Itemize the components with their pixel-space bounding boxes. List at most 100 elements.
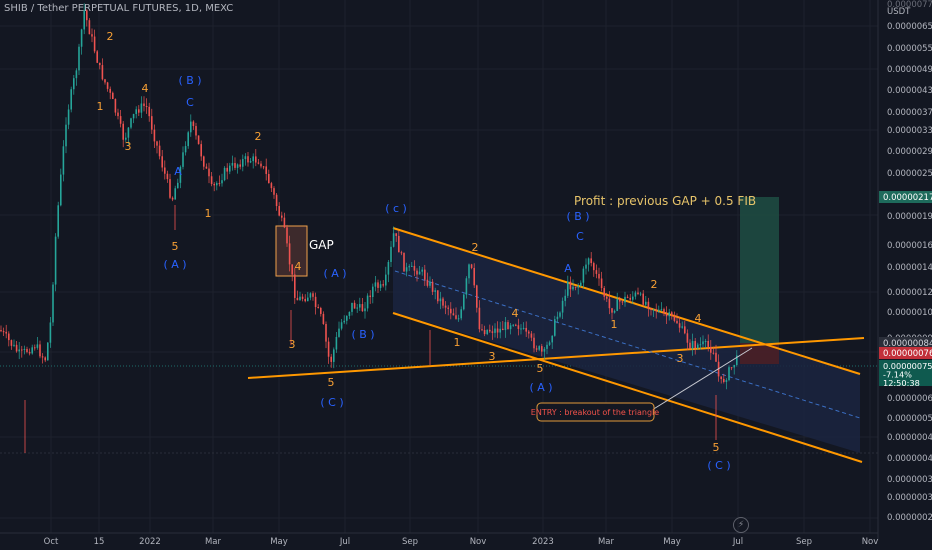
time-tick-label: 2022 [139,537,161,547]
candle-body [260,163,262,167]
candle-body [296,297,299,301]
candle-body [405,267,408,272]
wave-label: ( C ) [320,396,343,409]
candle-body [57,205,59,237]
loss-zone [740,343,779,364]
price-tick-label: 0.0000005400 [887,414,932,424]
candle-body [613,310,616,313]
candle-body [517,325,520,329]
candle-body [145,105,148,107]
candle-body [10,340,13,346]
candle-body [569,281,572,290]
channel-lines [247,227,865,463]
candle-body [223,167,226,181]
candle-body [2,331,5,333]
candle-body [234,163,236,168]
wave-label: 4 [695,312,702,325]
wave-label: 4 [512,307,519,320]
candle-body [62,146,65,175]
candle-body [411,265,413,267]
candle-body [221,180,223,184]
candle-body [520,328,522,330]
time-tick-label: May [663,537,681,547]
candle-body [0,330,2,332]
candle-body [660,309,663,311]
candle-body [114,99,117,113]
candle-body [151,116,153,130]
candle-body [52,284,54,323]
candle-body [559,312,561,317]
price-tick-label: 0.0000004200 [887,454,932,464]
candle-body [684,326,686,334]
candle-body [645,301,647,305]
candle-body [377,282,379,288]
wave-label: A [174,165,182,178]
candle-body [171,197,174,200]
time-tick-label: Jul [732,537,743,547]
candle-body [600,278,603,289]
last-price-text: -7.14% [883,370,912,380]
candle-body [67,109,70,125]
candle-body [239,164,241,167]
candle-body [226,167,228,172]
wave-label: 1 [454,336,461,349]
candle-body [673,315,676,321]
wave-label: 5 [537,362,544,375]
price-tick-label: 0.0000003300 [887,493,932,503]
candle-body [624,296,626,303]
candle-body [736,355,738,365]
triangle-fill [393,228,860,453]
candle-body [582,268,585,283]
candle-body [187,132,189,147]
wave-label: ( A ) [529,381,552,394]
candle-body [127,127,130,138]
target-price-badge [879,191,932,203]
candle-body [587,258,590,265]
candle-body [197,135,200,145]
candle-body [642,293,644,305]
candle-body [611,308,613,313]
candle-body [60,174,62,206]
candle-body [426,279,429,286]
candle-body [356,307,358,309]
candle-body [689,342,691,349]
candle-body [278,206,280,216]
candle-body [606,296,608,299]
wave-label: C [186,96,194,109]
candle-body [148,106,150,117]
price-axis[interactable]: 0.0000077000USDT 0.0000065000 0.0000055000… [877,0,932,550]
channel-midline [394,270,861,419]
candle-body [385,274,387,286]
candle-body [697,344,699,349]
candle-body [86,10,88,21]
time-tick-label: Mar [598,537,615,547]
candle-body [541,346,543,352]
candle-body [733,364,735,368]
candle-body [208,168,210,177]
price-tick-label: 0.0000065000 [887,22,932,32]
price-axis-bg [878,0,932,550]
candle-body [590,258,592,264]
lightning-icon[interactable]: ⚡ [733,517,749,533]
candle-body [23,348,26,351]
candle-body [712,352,715,354]
candle-body [364,308,366,312]
price-tick-label: 0.0000029000 [887,147,932,157]
candle-body [143,103,145,106]
candle-body [369,295,371,297]
candle-body [343,320,345,323]
candle-body [158,145,161,157]
candle-body [616,299,618,311]
candle-body [528,331,530,334]
time-axis[interactable]: Oct 15 2022 Mar May Jul Sep Nov 2023 Mar May Jul Sep… [0,532,878,547]
candle-body [299,296,301,301]
price-tick-label: 0.0000002900 [887,513,932,523]
wave-label: 2 [472,241,479,254]
price-tick-label: 0.0000003700 [887,475,932,485]
candle-body [275,194,278,207]
wave-label: 5 [713,441,720,454]
candle-body [88,20,91,35]
price-badge-label: 0.0000007650 [883,349,932,359]
channel-line [247,337,865,379]
